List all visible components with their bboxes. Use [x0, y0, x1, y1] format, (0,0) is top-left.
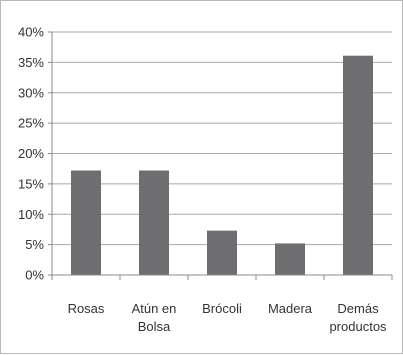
bar	[139, 170, 169, 275]
y-tick-label: 20%	[18, 146, 44, 161]
y-tick-label: 35%	[18, 55, 44, 70]
y-tick-label: 40%	[18, 25, 44, 40]
x-category-label: productos	[329, 319, 387, 334]
y-tick-label: 0%	[25, 268, 44, 283]
x-category-label: Brócoli	[202, 301, 242, 316]
bars	[71, 55, 373, 275]
x-category-label: Atún en	[132, 301, 177, 316]
bar	[275, 243, 305, 275]
x-category-label: Madera	[268, 301, 313, 316]
bar	[343, 55, 373, 275]
y-tick-label: 30%	[18, 85, 44, 100]
bar	[207, 230, 237, 275]
gridlines	[52, 31, 392, 246]
x-category-label: Rosas	[68, 301, 105, 316]
y-tick-label: 5%	[25, 237, 44, 252]
y-tick-label: 10%	[18, 207, 44, 222]
y-tick-labels: 0% 5% 10% 15% 20% 25% 30% 35% 40%	[18, 25, 44, 283]
x-category-labels: Rosas Atún en Bolsa Brócoli Madera Demás produ…	[68, 301, 387, 334]
bar	[71, 170, 101, 275]
x-category-label: Demás	[337, 301, 379, 316]
axes	[48, 31, 393, 280]
x-category-label: Bolsa	[138, 319, 171, 334]
y-tick-label: 25%	[18, 116, 44, 131]
y-tick-label: 15%	[18, 176, 44, 191]
